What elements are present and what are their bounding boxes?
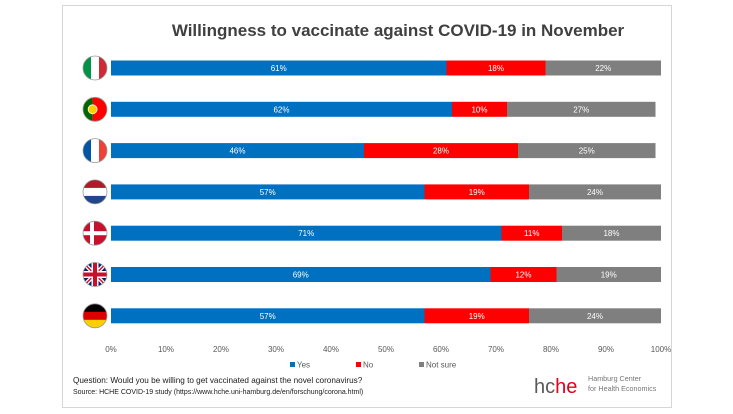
germany-flag-icon [83, 303, 107, 328]
question-note: Question: Would you be willing to get va… [73, 376, 363, 385]
bar-label-no: 12% [515, 271, 531, 280]
netherlands-flag-icon [83, 179, 107, 204]
bar-yes [111, 101, 452, 117]
x-tick-label: 60% [433, 345, 449, 354]
flag-icons [82, 55, 108, 329]
bar-label-yes: 46% [229, 147, 245, 156]
hche-logo: hche Hamburg Center for Health Economics [534, 374, 657, 398]
legend-swatch [356, 362, 361, 367]
x-tick-label: 100% [651, 345, 671, 354]
bar-label-not-sure: 22% [595, 64, 611, 73]
bar-label-no: 19% [469, 312, 485, 321]
bar-label-no: 11% [524, 229, 539, 238]
legend: Yes No Not sure [290, 361, 457, 370]
bar-yes [111, 308, 425, 324]
legend-swatch [419, 362, 424, 367]
bar-not-sure [529, 308, 661, 324]
bar-label-yes: 57% [260, 312, 276, 321]
bar-no [424, 184, 529, 200]
legend-label: Not sure [426, 361, 457, 370]
x-tick-label: 50% [378, 345, 394, 354]
x-tick-label: 70% [488, 345, 504, 354]
x-tick-label: 40% [323, 345, 339, 354]
bar-label-yes: 69% [293, 271, 309, 280]
legend-swatch [290, 362, 295, 367]
chart-frame: Willingness to vaccinate against COVID-1… [62, 5, 672, 408]
logo-wordmark: hche [534, 376, 577, 398]
bar-no [490, 267, 557, 282]
bar-not-sure [562, 225, 661, 241]
bar-label-not-sure: 24% [587, 312, 603, 321]
x-tick-label: 20% [213, 345, 229, 354]
bar-no [424, 308, 529, 324]
x-tick-label: 10% [158, 345, 174, 354]
bar-no [364, 143, 518, 159]
bars-group [111, 60, 661, 324]
x-tick-label: 80% [543, 345, 559, 354]
x-tick-label: 0% [105, 345, 117, 354]
bar-no [446, 60, 546, 76]
bar-label-not-sure: 19% [601, 271, 617, 280]
legend-label: Yes [297, 361, 310, 370]
source-note: Source: HCHE COVID-19 study (https://www… [73, 389, 363, 396]
bar-not-sure [545, 60, 661, 76]
bar-yes [111, 60, 447, 76]
france-flag-icon [83, 138, 107, 163]
uk-flag-icon [83, 262, 107, 287]
bar-not-sure [529, 184, 661, 200]
bar-label-not-sure: 18% [603, 229, 619, 238]
bar-not-sure [518, 143, 656, 159]
portugal-flag-icon [83, 97, 107, 122]
bar-label-not-sure: 24% [587, 188, 603, 197]
bar-yes [111, 184, 425, 200]
bar-label-yes: 71% [298, 229, 314, 238]
bar-label-no: 19% [469, 188, 485, 197]
denmark-flag-icon [83, 221, 107, 246]
bar-yes [111, 225, 502, 241]
bar-label-yes: 61% [271, 64, 287, 73]
stacked-bar-chart: Willingness to vaccinate against COVID-1… [73, 21, 671, 398]
bar-no [501, 225, 562, 241]
bar-label-not-sure: 27% [573, 105, 589, 114]
bar-label-no: 18% [488, 64, 504, 73]
bar-not-sure [507, 101, 656, 117]
bar-not-sure [556, 267, 661, 282]
logo-subtitle-line2: for Health Economics [588, 384, 657, 393]
chart-title: Willingness to vaccinate against COVID-1… [172, 21, 625, 40]
bar-label-no: 10% [471, 105, 487, 114]
bar-label-yes: 62% [273, 105, 289, 114]
bar-yes [111, 267, 491, 282]
x-axis-ticks: 0% 10% 20% 30% 40% 50% 60% 70% 80% 90% 100% [105, 345, 671, 354]
x-tick-label: 90% [598, 345, 614, 354]
bar-label-yes: 57% [260, 188, 276, 197]
italy-flag-icon [83, 56, 107, 80]
bar-no [452, 101, 507, 117]
bar-labels-group: 61% 18% 22% 62% 10% 27% 46% 28% 25% 57% 19% 24% 71% 1… [229, 64, 619, 321]
bar-label-no: 28% [433, 147, 449, 156]
bar-yes [111, 143, 364, 159]
logo-subtitle-line1: Hamburg Center [588, 374, 642, 383]
x-tick-label: 30% [268, 345, 284, 354]
legend-label: No [363, 361, 374, 370]
bar-label-not-sure: 25% [579, 147, 595, 156]
